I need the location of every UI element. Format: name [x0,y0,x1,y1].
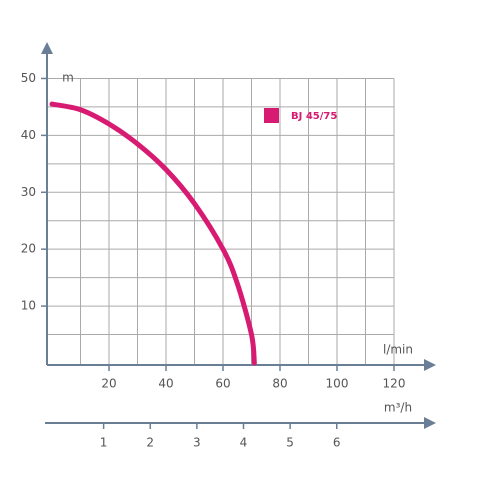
x-tick-label: 60 [215,377,230,391]
legend-label: BJ 45/75 [291,111,337,122]
y-arrow [41,42,53,54]
y-tick-label: 40 [21,128,36,142]
x-axis-title: l/min [383,343,413,357]
x-tick-label: 80 [272,377,287,391]
x2-tick-label: 2 [146,436,154,450]
y-tick-label: 10 [21,299,36,313]
x2-tick-label: 1 [100,436,108,450]
x2-tick-label: 6 [333,436,341,450]
x-tick-label: 100 [326,377,349,391]
x2-tick-label: 4 [240,436,248,450]
x-arrow [424,359,436,371]
curve [49,101,257,366]
x-tick-label: 20 [101,377,116,391]
y-axis-title: m [62,71,74,85]
x-tick-label: 120 [383,377,406,391]
y-tick-label: 20 [21,242,36,256]
x2-arrow [424,417,436,429]
y-tick-label: 30 [21,185,36,199]
x2-tick-label: 5 [286,436,294,450]
y-tick-label: 50 [21,71,36,85]
x-tick-label: 40 [158,377,173,391]
x2-axis-title: m³/h [384,401,412,415]
legend-swatch [264,108,279,123]
x2-tick-label: 3 [193,436,201,450]
